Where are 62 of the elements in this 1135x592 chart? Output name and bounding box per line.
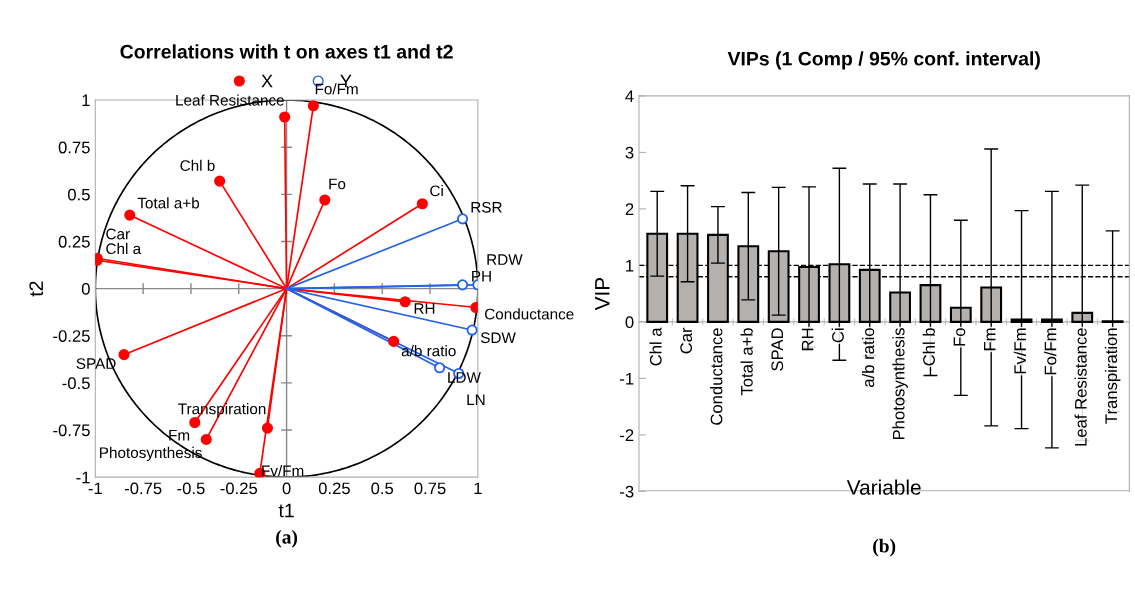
x-tick-label: -0.25 (220, 482, 258, 495)
y-tick-label: 3 (625, 146, 634, 159)
x-tick-label: Leaf Resistance (1074, 328, 1087, 446)
y-tick-label: 0 (81, 283, 90, 295)
x-tick-label: Chl a (649, 327, 662, 366)
annotation: PH (472, 270, 491, 282)
y-tick-label: 4 (625, 90, 634, 102)
x-tick-label: RH (801, 328, 814, 351)
y-tick-label: 1 (626, 259, 634, 272)
chart-title: Correlations with t on axes t1 and t2 (120, 44, 453, 59)
y-tick-label: 1 (82, 94, 90, 107)
y-tick-label: 0.75 (58, 141, 90, 154)
annotation: Conductance (484, 308, 574, 320)
annotation: Chl b (180, 159, 215, 171)
y-tick-label: 0.5 (67, 188, 90, 201)
x-tick-label: -0.5 (177, 482, 205, 495)
x-tick-label: 0.75 (414, 482, 446, 495)
annotation: Fv/Fm (262, 464, 304, 477)
annotation: RH (414, 303, 435, 314)
x-tick-label: Transpiration (1104, 328, 1121, 424)
y-tick-label: -0.75 (53, 424, 90, 437)
x-tick-label: Fo/Fm (1044, 328, 1057, 375)
x-tick-label: Car (680, 327, 693, 354)
y-tick-label: 2 (625, 203, 634, 215)
y-axis-title: VIP (595, 277, 610, 311)
x-axis-title: t1 (278, 503, 294, 518)
y-axis-title: t2 (29, 281, 44, 297)
annotation: Ci (430, 185, 443, 197)
y-tick-label: 0 (625, 316, 634, 329)
x-tick-label: a/b ratio (861, 328, 875, 387)
x-axis-title: Variable (846, 479, 921, 495)
x-tick-label: Total a+b (740, 328, 753, 396)
x-tick-label: -0.75 (124, 482, 162, 495)
annotation: Car (106, 228, 130, 240)
legend-label: X (261, 74, 273, 88)
annotation: Leaf Resistance (176, 94, 284, 106)
annotation: Total a+b (137, 197, 200, 209)
x-tick-label: SPAD (771, 328, 784, 371)
x-tick-label: Fv/Fm (1013, 328, 1027, 374)
annotation: Fo (329, 178, 346, 190)
y-tick-label: -2 (620, 429, 634, 441)
annotation: RSR (471, 201, 502, 213)
text: (b) (873, 538, 896, 557)
x-tick-label: 0.25 (318, 482, 350, 495)
y-tick-label: 0.25 (58, 235, 90, 248)
annotation: RDW (487, 254, 523, 265)
x-tick-label: Chl b (922, 328, 935, 366)
x-tick-label: 0.5 (371, 482, 394, 495)
x-tick-label: 0 (282, 482, 291, 495)
x-tick-label: Fo (953, 328, 966, 346)
x-tick-label: Ci (831, 328, 844, 343)
text: (a) (276, 529, 298, 548)
annotation: Chl a (106, 242, 142, 255)
x-tick-label: Photosynthesis (892, 328, 908, 440)
x-tick-label: 1 (474, 482, 482, 495)
x-tick-label: Fm (984, 328, 996, 351)
annotation: LN (467, 394, 485, 405)
annotation: SDW (480, 332, 516, 344)
chart-title: VIPs (1 Comp / 95% conf. interval) (727, 51, 1040, 70)
y-tick-label: -3 (620, 485, 634, 498)
x-tick-label: Conductance (710, 328, 723, 425)
y-tick-label: -1 (76, 471, 90, 484)
